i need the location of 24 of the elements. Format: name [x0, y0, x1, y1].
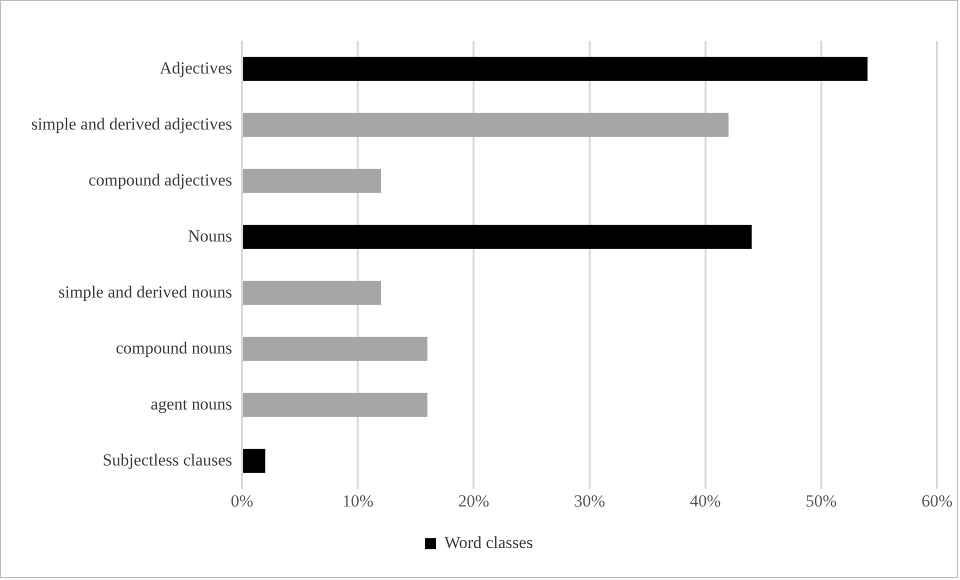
y-tick-label: Adjectives [160, 58, 232, 78]
bar [243, 168, 382, 193]
x-tick-label: 60% [922, 492, 953, 511]
bar [243, 280, 382, 305]
x-tick-label: 50% [806, 492, 837, 511]
y-tick-label: simple and derived nouns [58, 282, 232, 302]
legend-label: Word classes [444, 533, 533, 552]
x-tick-label: 30% [574, 492, 606, 511]
bar [243, 56, 868, 81]
bar [243, 392, 428, 417]
x-tick-label: 20% [458, 492, 490, 511]
y-tick-label: compound nouns [116, 338, 232, 358]
x-tick-label: 0% [230, 492, 254, 511]
x-tick-label: 40% [690, 492, 721, 511]
bar [243, 448, 266, 473]
y-tick-label: Nouns [188, 226, 232, 246]
bar [243, 112, 729, 137]
bar [243, 224, 752, 249]
y-tick-label: agent nouns [150, 394, 232, 414]
y-tick-label: Subjectless clauses [102, 450, 232, 470]
x-tick-label: 10% [342, 492, 374, 511]
bar [243, 336, 428, 361]
y-tick-label: simple and derived adjectives [31, 114, 232, 134]
y-tick-label: compound adjectives [88, 170, 232, 190]
